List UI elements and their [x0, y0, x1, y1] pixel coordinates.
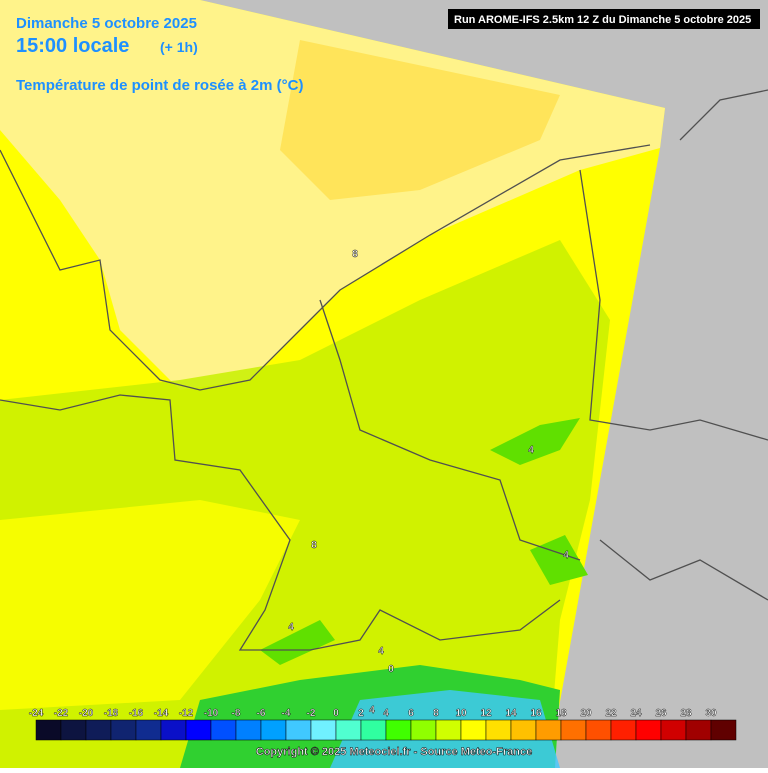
contour-label: 4	[378, 646, 384, 657]
legend-swatch	[110, 719, 137, 741]
legend-swatch	[360, 719, 387, 741]
legend-label: -2	[307, 708, 316, 719]
border	[319, 299, 581, 561]
contour-label: 4	[369, 705, 375, 716]
legend-label: 26	[655, 708, 667, 719]
legend-swatch	[610, 719, 637, 741]
variable-title: Température de point de rosée à 2m (°C)	[16, 77, 303, 94]
legend-label: 2	[358, 708, 364, 719]
legend-label: -6	[257, 708, 266, 719]
legend-swatch	[535, 719, 562, 741]
border	[0, 394, 561, 651]
contour-label: 0	[388, 664, 394, 675]
coastline	[0, 144, 651, 391]
legend-label: 22	[605, 708, 617, 719]
legend-label: 0	[333, 708, 339, 719]
legend: -24 -22 -20 -18 -16 -14 -12 -10 -8 -6 -4 -2 0 2 4 6 8 10 1…	[29, 708, 737, 741]
legend-swatch	[135, 719, 162, 741]
legend-swatch	[585, 719, 612, 741]
border	[599, 539, 768, 601]
legend-label: 28	[680, 708, 692, 719]
legend-label: 14	[505, 708, 517, 719]
contour-label: 8	[352, 249, 358, 260]
border	[679, 89, 768, 141]
legend-swatch	[235, 719, 262, 741]
legend-label: -10	[204, 708, 219, 719]
run-box	[448, 9, 760, 29]
legend-swatch	[35, 719, 62, 741]
legend-label: 8	[433, 708, 439, 719]
legend-swatch	[210, 719, 237, 741]
legend-swatch	[310, 719, 337, 741]
legend-label: -16	[129, 708, 144, 719]
north-sea-area	[280, 40, 560, 200]
west-area	[0, 500, 300, 710]
legend-swatch	[185, 719, 212, 741]
border	[579, 169, 768, 441]
green-patch	[490, 418, 580, 465]
legend-swatch	[485, 719, 512, 741]
legend-swatch	[410, 719, 437, 741]
legend-swatch	[260, 719, 287, 741]
run-info: Run AROME-IFS 2.5km 12 Z du Dimanche 5 o…	[454, 14, 751, 26]
date: Dimanche 5 octobre 2025	[16, 15, 197, 32]
legend-label: 24	[630, 708, 642, 719]
legend-swatch	[285, 719, 312, 741]
legend-swatch	[635, 719, 662, 741]
legend-swatch	[335, 719, 362, 741]
legend-swatch	[160, 719, 187, 741]
legend-label: -24	[29, 708, 44, 719]
legend-label: -8	[232, 708, 241, 719]
legend-label: 16	[530, 708, 542, 719]
legend-label: 18	[555, 708, 567, 719]
green-patch	[260, 620, 335, 665]
legend-swatch	[460, 719, 487, 741]
contour-label: 4	[288, 622, 294, 633]
legend-swatch	[85, 719, 112, 741]
legend-label: -12	[179, 708, 194, 719]
legend-label: 10	[455, 708, 467, 719]
legend-label: -4	[282, 708, 291, 719]
legend-swatch	[435, 719, 462, 741]
contour-label: 4	[528, 445, 534, 456]
contour-label: 4	[563, 550, 569, 561]
legend-label: 30	[705, 708, 717, 719]
legend-label: 12	[480, 708, 492, 719]
legend-swatch	[685, 719, 712, 741]
legend-swatch	[385, 719, 412, 741]
legend-label: -22	[54, 708, 69, 719]
contour-label: 8	[311, 540, 317, 551]
legend-label: -14	[154, 708, 169, 719]
local-time: 15:00 locale	[16, 35, 129, 57]
legend-swatch	[710, 719, 737, 741]
legend-label: -18	[104, 708, 119, 719]
legend-swatch	[560, 719, 587, 741]
legend-swatch	[60, 719, 87, 741]
time-offset: (+ 1h)	[160, 39, 198, 55]
legend-swatch	[660, 719, 687, 741]
legend-label: -20	[79, 708, 94, 719]
legend-swatch	[510, 719, 537, 741]
copyright: Copyright © 2025 Meteociel.fr - Source M…	[256, 746, 532, 758]
legend-label: 6	[408, 708, 414, 719]
borders	[0, 89, 768, 651]
legend-label: 20	[580, 708, 592, 719]
legend-label: 4	[383, 708, 389, 719]
